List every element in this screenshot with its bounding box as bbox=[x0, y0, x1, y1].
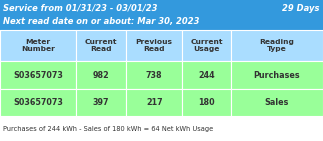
Bar bbox=[231, 61, 323, 89]
Bar bbox=[76, 61, 126, 89]
Bar bbox=[0, 61, 76, 89]
Text: 244: 244 bbox=[198, 71, 215, 80]
Text: 397: 397 bbox=[93, 98, 109, 107]
Text: Next read date on or about: Mar 30, 2023: Next read date on or about: Mar 30, 2023 bbox=[3, 17, 200, 26]
Text: Purchases of 244 kWh - Sales of 180 kWh = 64 Net kWh Usage: Purchases of 244 kWh - Sales of 180 kWh … bbox=[3, 126, 214, 132]
Bar bbox=[182, 61, 231, 89]
Text: 29 Days: 29 Days bbox=[282, 4, 320, 13]
Bar bbox=[231, 30, 323, 61]
Bar bbox=[76, 30, 126, 61]
Text: 217: 217 bbox=[146, 98, 162, 107]
Text: Service from 01/31/23 - 03/01/23: Service from 01/31/23 - 03/01/23 bbox=[3, 4, 158, 13]
Text: Current
Read: Current Read bbox=[85, 39, 117, 52]
Bar bbox=[182, 89, 231, 116]
Bar bbox=[182, 30, 231, 61]
Text: Previous
Read: Previous Read bbox=[136, 39, 173, 52]
Bar bbox=[126, 89, 182, 116]
Text: Sales: Sales bbox=[265, 98, 289, 107]
Bar bbox=[76, 89, 126, 116]
Text: S03657073: S03657073 bbox=[13, 98, 63, 107]
Bar bbox=[126, 30, 182, 61]
Bar bbox=[0, 116, 323, 141]
Bar bbox=[0, 30, 76, 61]
Bar bbox=[126, 61, 182, 89]
Text: Current
Usage: Current Usage bbox=[191, 39, 223, 52]
Bar bbox=[231, 89, 323, 116]
Text: 738: 738 bbox=[146, 71, 162, 80]
Text: Purchases: Purchases bbox=[254, 71, 300, 80]
Text: Reading
Type: Reading Type bbox=[260, 39, 294, 52]
Bar bbox=[0, 89, 76, 116]
Text: 982: 982 bbox=[93, 71, 109, 80]
Bar bbox=[0, 0, 323, 30]
Text: Meter
Number: Meter Number bbox=[21, 39, 55, 52]
Text: 180: 180 bbox=[198, 98, 215, 107]
Text: S03657073: S03657073 bbox=[13, 71, 63, 80]
